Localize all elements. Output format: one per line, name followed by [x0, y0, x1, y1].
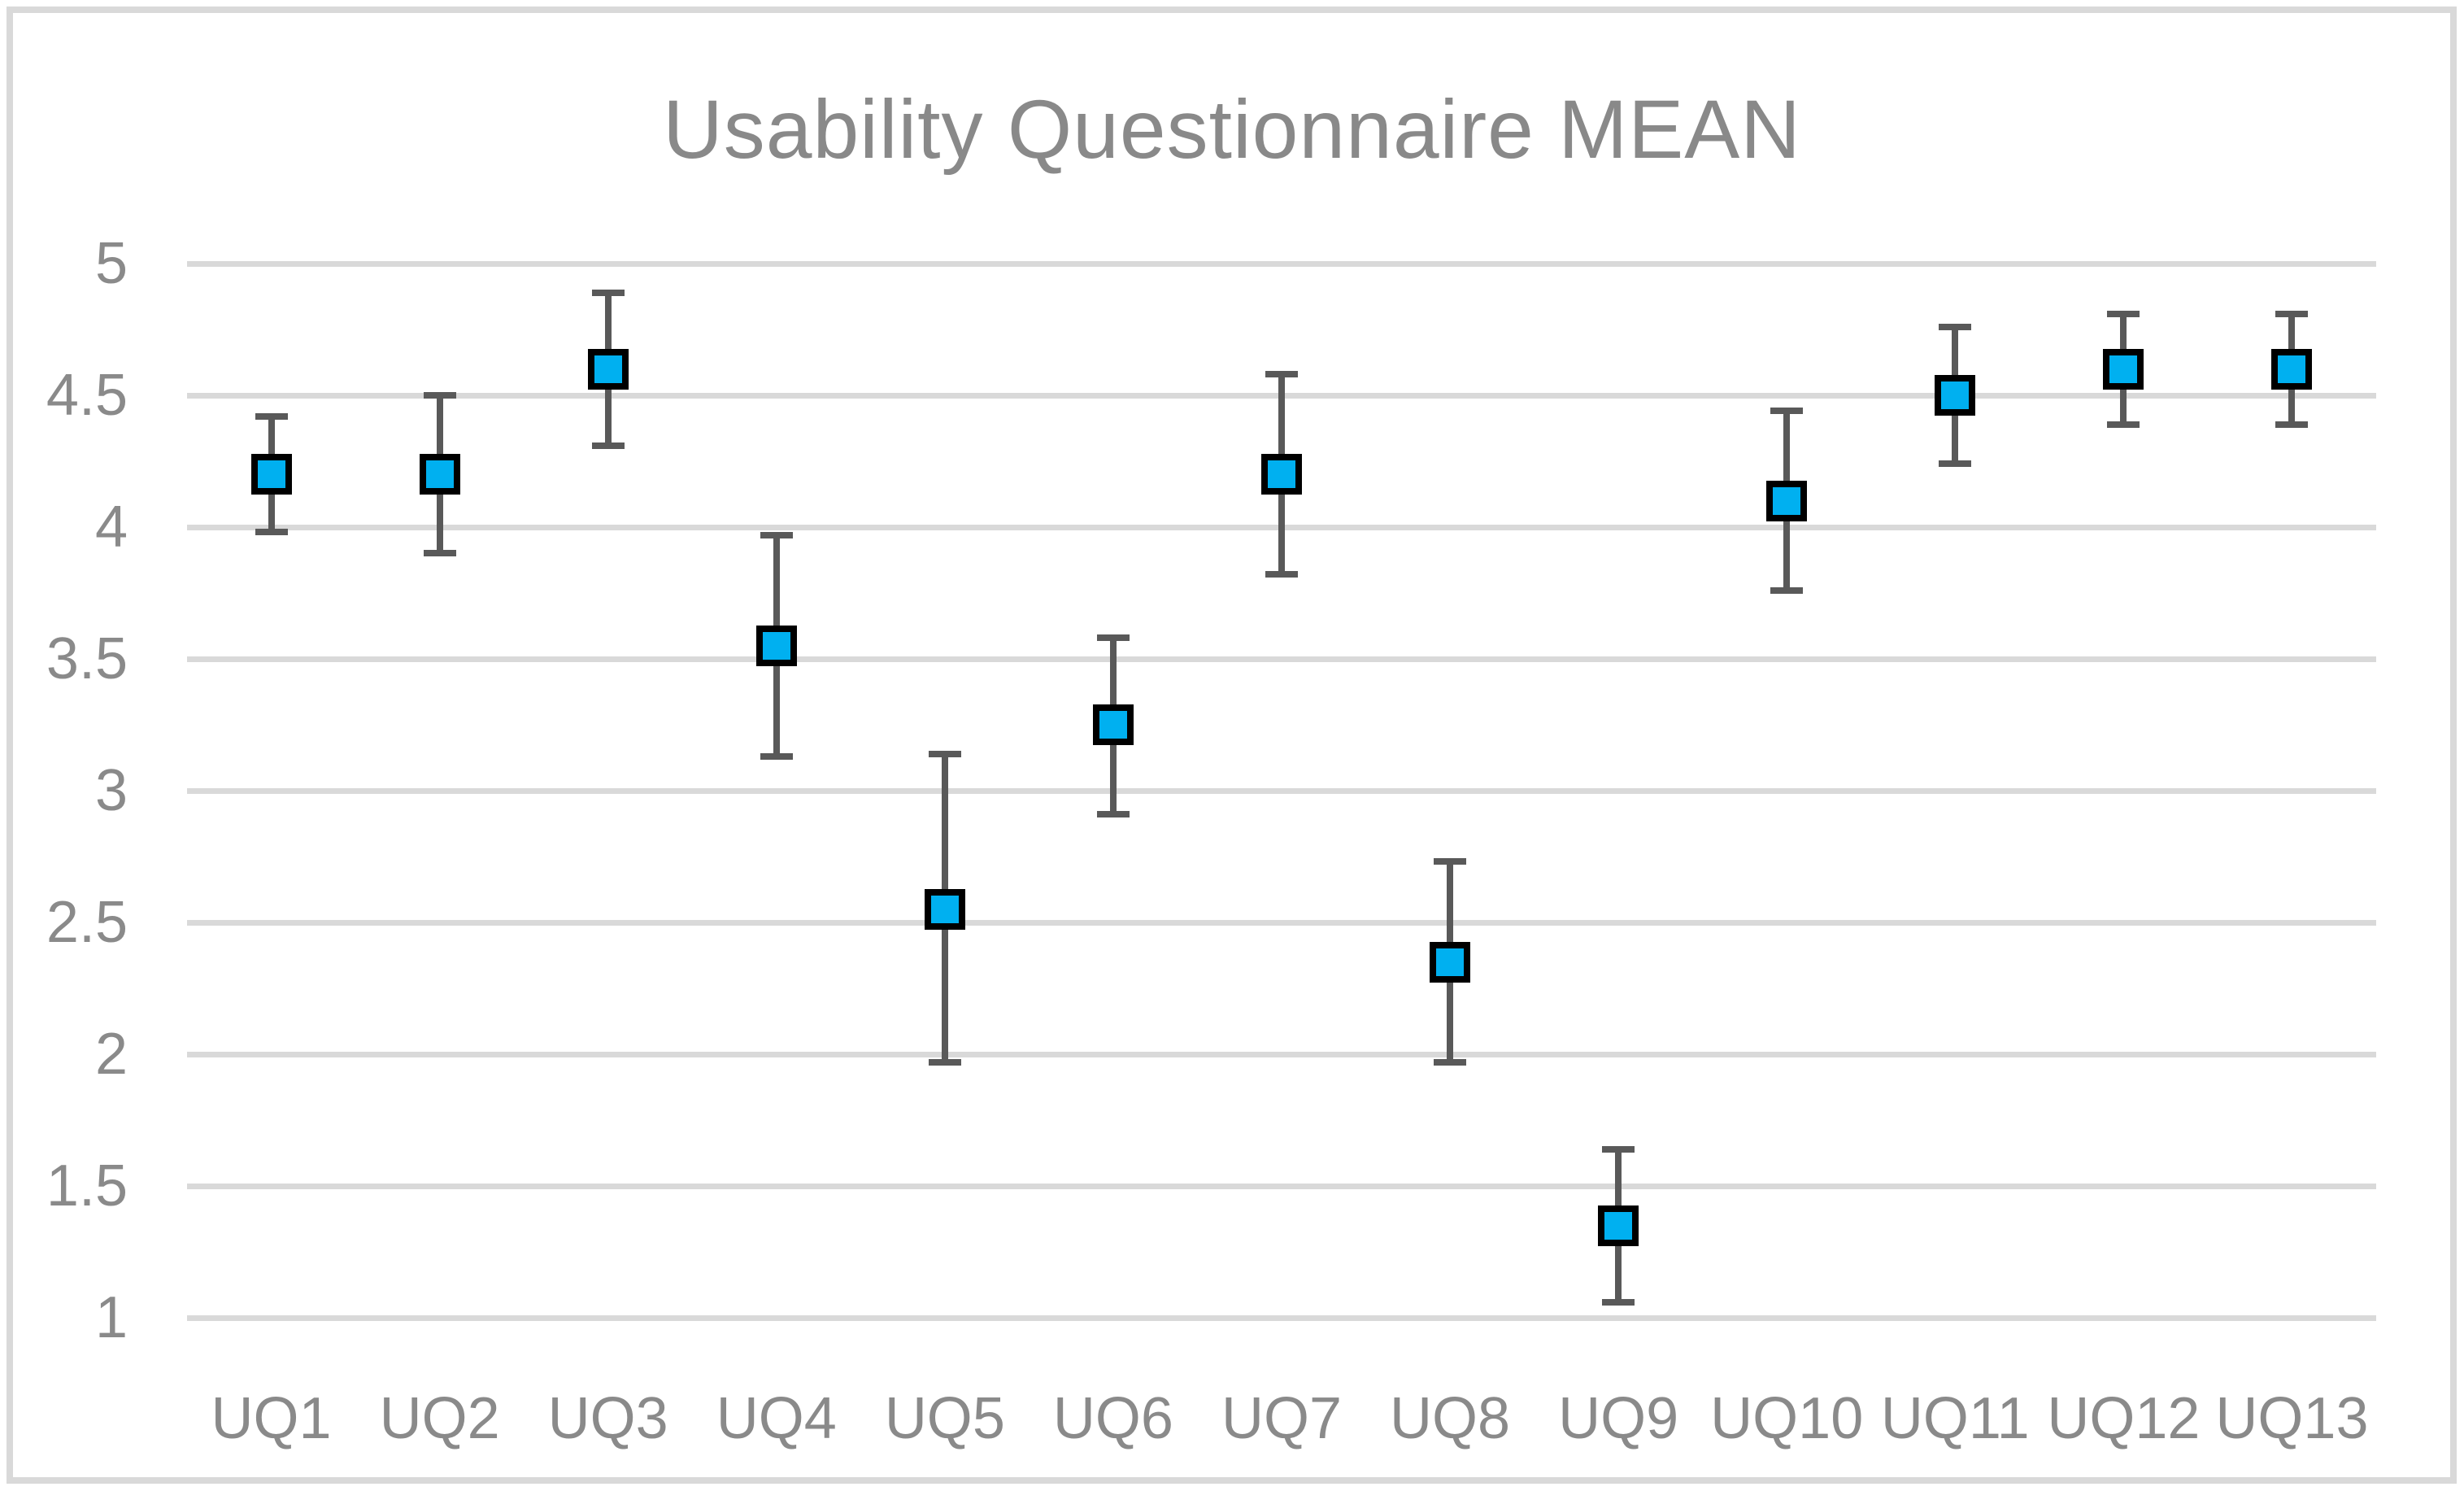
- data-point-UQ4: [755, 625, 797, 666]
- error-cap-top-UQ5: [928, 750, 961, 757]
- y-tick-label-1: 1: [94, 1285, 128, 1350]
- error-cap-top-UQ4: [760, 531, 793, 538]
- error-cap-top-UQ6: [1096, 634, 1130, 642]
- gridline-1.5: [187, 1183, 2376, 1189]
- data-point-UQ5: [924, 888, 965, 930]
- error-cap-top-UQ12: [2107, 310, 2140, 317]
- x-axis-label-UQ2: UQ2: [379, 1386, 500, 1451]
- y-tick-label-5: 5: [94, 231, 128, 296]
- data-point-UQ9: [1598, 1205, 1639, 1246]
- error-cap-top-UQ3: [591, 289, 625, 296]
- error-cap-bottom-UQ9: [1602, 1298, 1635, 1306]
- error-cap-bottom-UQ5: [928, 1058, 961, 1066]
- x-axis-label-UQ11: UQ11: [1880, 1386, 2030, 1451]
- x-axis-label-UQ7: UQ7: [1221, 1386, 1343, 1451]
- data-point-UQ10: [1766, 480, 1808, 521]
- data-point-UQ8: [1430, 941, 1471, 983]
- x-axis-label-UQ3: UQ3: [547, 1386, 668, 1451]
- data-point-UQ11: [1935, 375, 1976, 416]
- x-axis-label-UQ8: UQ8: [1390, 1386, 1511, 1451]
- data-point-UQ3: [587, 348, 629, 390]
- y-tick-label-4.5: 4.5: [46, 363, 128, 428]
- error-cap-bottom-UQ6: [1096, 811, 1130, 818]
- chart-border: [7, 7, 2457, 1484]
- x-axis-label-UQ1: UQ1: [211, 1386, 332, 1451]
- y-tick-label-3.5: 3.5: [46, 626, 128, 691]
- data-point-UQ2: [419, 454, 460, 495]
- x-axis-label-UQ10: UQ10: [1710, 1386, 1864, 1451]
- y-tick-label-3: 3: [94, 758, 128, 823]
- y-tick-label-2.5: 2.5: [46, 890, 128, 955]
- x-axis-label-UQ9: UQ9: [1558, 1386, 1679, 1451]
- error-cap-top-UQ9: [1602, 1145, 1635, 1153]
- error-cap-top-UQ1: [255, 412, 288, 420]
- error-cap-bottom-UQ3: [591, 442, 625, 449]
- x-axis-label-UQ5: UQ5: [884, 1386, 1005, 1451]
- error-cap-top-UQ8: [1434, 858, 1467, 865]
- gridline-5: [187, 260, 2376, 267]
- gridline-1: [187, 1314, 2376, 1321]
- error-cap-bottom-UQ12: [2107, 421, 2140, 428]
- y-tick-label-2: 2: [94, 1022, 128, 1087]
- error-cap-top-UQ11: [1939, 323, 1972, 330]
- x-axis-label-UQ13: UQ13: [2215, 1386, 2369, 1451]
- error-cap-bottom-UQ7: [1265, 571, 1298, 578]
- gridline-3: [187, 787, 2376, 794]
- error-cap-top-UQ10: [1770, 408, 1804, 415]
- x-axis-label-UQ6: UQ6: [1052, 1386, 1173, 1451]
- error-cap-bottom-UQ4: [760, 752, 793, 760]
- data-point-UQ13: [2271, 348, 2313, 390]
- data-point-UQ7: [1261, 454, 1302, 495]
- gridline-2: [187, 1051, 2376, 1057]
- data-point-UQ1: [250, 454, 292, 495]
- gridline-2.5: [187, 919, 2376, 926]
- data-point-UQ6: [1092, 704, 1134, 745]
- chart-title: Usability Questionnaire MEAN: [663, 83, 1801, 176]
- y-tick-label-1.5: 1.5: [46, 1153, 128, 1219]
- error-cap-bottom-UQ2: [423, 550, 456, 557]
- error-cap-bottom-UQ8: [1434, 1058, 1467, 1066]
- error-cap-top-UQ7: [1265, 371, 1298, 378]
- x-axis-label-UQ4: UQ4: [716, 1386, 837, 1451]
- data-point-UQ12: [2103, 348, 2144, 390]
- y-tick-label-4: 4: [94, 495, 128, 560]
- error-cap-bottom-UQ1: [255, 529, 288, 536]
- error-cap-bottom-UQ10: [1770, 586, 1804, 594]
- x-axis-label-UQ12: UQ12: [2047, 1386, 2201, 1451]
- gridline-3.5: [187, 656, 2376, 662]
- error-cap-top-UQ2: [423, 392, 456, 399]
- error-cap-bottom-UQ11: [1939, 460, 1972, 468]
- error-cap-bottom-UQ13: [2275, 421, 2309, 428]
- error-cap-top-UQ13: [2275, 310, 2309, 317]
